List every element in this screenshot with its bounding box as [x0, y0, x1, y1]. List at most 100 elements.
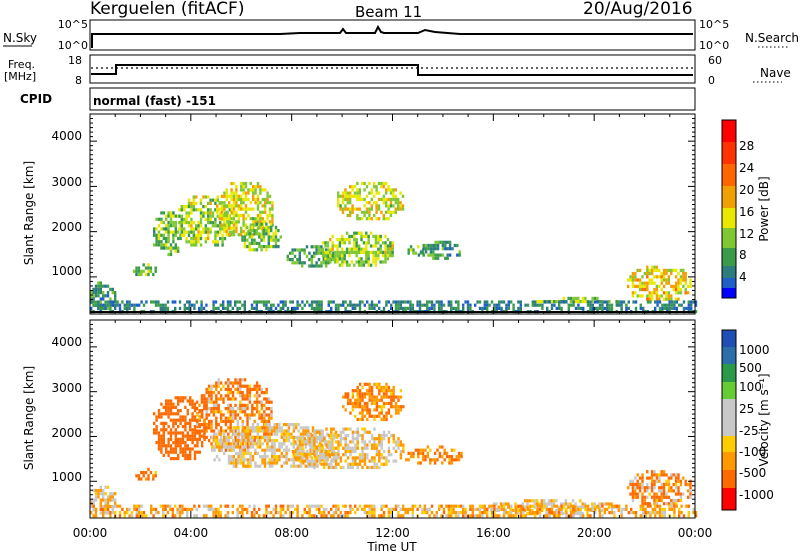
data-cell [386, 244, 390, 248]
data-cell [368, 504, 371, 508]
data-cell [662, 473, 666, 477]
data-cell [382, 197, 385, 202]
data-cell [322, 258, 325, 262]
data-cell [188, 306, 191, 310]
data-cell [165, 447, 168, 451]
vel-cb-1000: 1000 [739, 343, 770, 357]
data-cell [421, 451, 425, 455]
data-cell [353, 231, 356, 235]
data-cell [310, 449, 314, 454]
data-cell [601, 300, 604, 304]
data-cell [356, 398, 359, 402]
data-cell [199, 243, 203, 247]
data-cell [433, 303, 436, 307]
data-cell [351, 392, 355, 396]
data-cell [259, 191, 262, 195]
data-cell [263, 458, 267, 462]
data-cell [382, 389, 386, 393]
data-cell [399, 507, 402, 511]
data-cell [214, 233, 217, 237]
data-cell [555, 504, 558, 508]
data-cell [598, 514, 602, 518]
data-cell [179, 224, 182, 228]
data-cell [219, 227, 222, 231]
data-cell [301, 514, 304, 518]
data-cell [165, 230, 168, 234]
data-cell [390, 514, 393, 518]
data-cell [422, 253, 425, 257]
data-cell [157, 224, 161, 228]
data-cell [685, 306, 688, 310]
data-cell [290, 464, 293, 468]
data-cell [444, 243, 447, 248]
data-cell [190, 224, 193, 228]
data-cell [142, 471, 145, 475]
data-cell [406, 300, 410, 304]
data-cell [172, 233, 175, 237]
data-cell [641, 498, 644, 503]
data-cell [215, 410, 218, 414]
power-ytick-2000: 2000 [51, 220, 82, 234]
nsky-tick-bottom: 10^0 [58, 39, 88, 52]
data-cell [253, 248, 256, 252]
data-cell [368, 408, 371, 412]
data-cell [366, 389, 369, 393]
data-cell [365, 260, 368, 264]
data-cell [247, 461, 250, 465]
data-cell [373, 185, 376, 189]
data-cell [242, 435, 245, 439]
data-cell [144, 266, 148, 270]
data-cell [336, 250, 339, 254]
data-cell [660, 482, 663, 487]
data-cell [228, 201, 231, 205]
data-cell [207, 384, 211, 388]
data-cell [370, 303, 374, 307]
data-cell [324, 250, 327, 254]
data-cell [505, 303, 508, 307]
data-cell [192, 240, 195, 244]
data-cell [271, 207, 274, 211]
data-cell [201, 434, 204, 438]
data-cell [355, 231, 358, 235]
data-cell [239, 378, 242, 382]
data-cell [370, 507, 374, 511]
data-cell [298, 248, 301, 252]
data-cell [193, 431, 197, 435]
data-cell [341, 241, 344, 245]
data-cell [382, 385, 386, 390]
data-cell [674, 275, 678, 279]
data-cell [193, 428, 197, 432]
data-cell [226, 511, 230, 515]
data-cell [286, 254, 289, 258]
data-cell [153, 227, 156, 231]
data-cell [361, 414, 364, 418]
data-cell [332, 258, 335, 262]
data-cell [663, 306, 666, 310]
data-cell [656, 511, 659, 515]
data-cell [177, 246, 180, 250]
data-cell [250, 514, 254, 518]
data-cell [247, 229, 250, 234]
data-cell [90, 297, 93, 301]
data-cell [279, 514, 282, 518]
data-cell [662, 268, 666, 272]
data-cell [646, 288, 649, 292]
data-cell [260, 400, 264, 404]
data-cell [179, 421, 182, 425]
data-cell [331, 448, 334, 452]
data-cell [414, 251, 418, 255]
data-cell [332, 446, 335, 450]
data-cell [261, 442, 264, 446]
data-cell [428, 300, 431, 304]
data-cell [409, 306, 412, 310]
data-cell [498, 514, 501, 518]
data-cell [215, 426, 218, 430]
data-cell [315, 446, 319, 450]
data-cell [689, 495, 692, 499]
data-cell [303, 459, 307, 463]
data-cell [406, 507, 410, 511]
data-cell [630, 507, 633, 511]
data-cell [332, 427, 335, 431]
data-cell [244, 217, 248, 221]
data-cell [241, 442, 244, 446]
